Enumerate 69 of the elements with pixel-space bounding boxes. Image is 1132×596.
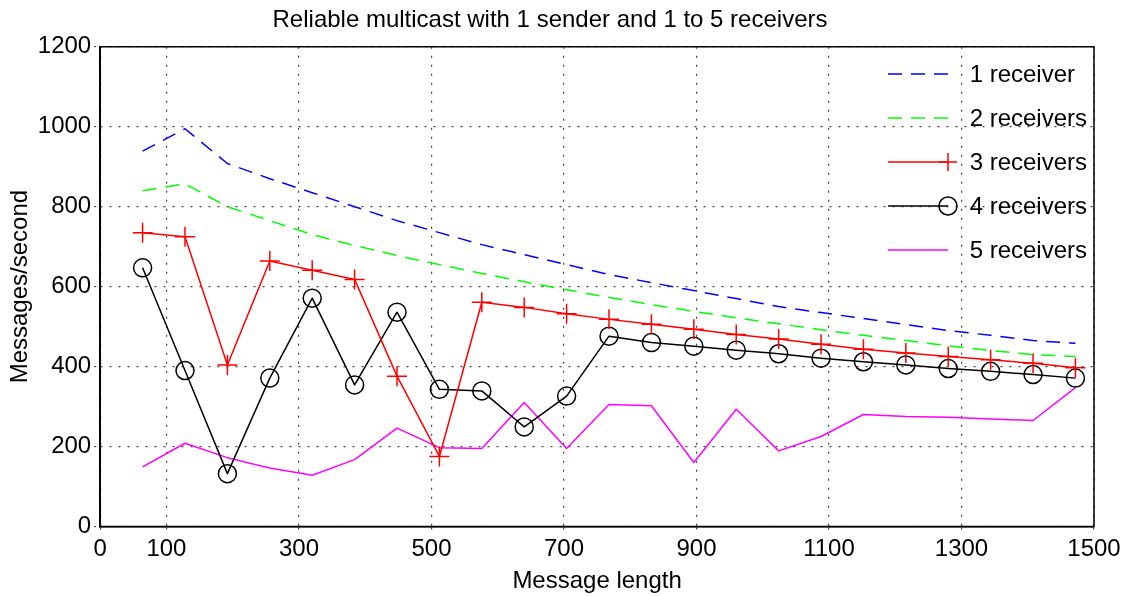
point [216,354,239,376]
point [555,303,578,325]
point [895,342,917,364]
point [811,348,831,368]
point [768,343,789,364]
point [556,386,577,406]
point [387,302,407,322]
y-tick-label: 200 [51,431,92,459]
y-tick-label: 1000 [37,111,92,139]
point [725,323,747,346]
point [1065,368,1086,388]
point [979,348,1002,371]
point [641,332,662,353]
point [472,381,492,401]
point [428,445,451,468]
y-tick-label: 600 [51,271,92,299]
point [852,338,875,361]
x-tick-label: 1300 [934,534,989,562]
point [386,365,408,387]
legend-label: 2 receivers [969,103,1087,132]
point [174,225,196,248]
point [471,291,493,313]
legend-label: 5 receivers [969,235,1087,264]
point [1023,364,1043,385]
point [937,345,959,368]
point [131,221,154,244]
point [429,379,450,400]
y-tick-label: 400 [51,351,92,379]
y-tick-label: 800 [51,191,92,219]
point [301,259,323,281]
point [684,336,704,356]
x-tick-label: 700 [543,534,584,562]
point [938,358,958,379]
point [513,296,535,319]
point [1064,356,1087,379]
point [853,351,874,372]
point [598,308,620,331]
point [640,313,663,335]
x-tick-label: 500 [411,534,452,562]
x-tick-label: 1100 [803,534,855,562]
point [175,360,195,381]
point [259,250,281,272]
x-tick-label: 300 [278,534,319,562]
point [767,328,790,350]
y-tick-label: 0 [77,511,92,539]
point [683,318,705,341]
legend-label: 3 receivers [969,147,1087,176]
x-axis-title: Message length [512,566,682,594]
point [896,355,916,375]
point [980,361,1001,382]
point [344,375,365,395]
point [514,417,534,437]
point [217,463,238,484]
point [343,268,366,291]
point [599,326,619,346]
chart-title: Reliable multicast with 1 sender and 1 to 5 receivers [272,5,828,33]
point [260,368,280,388]
legend-label: 4 receivers [969,191,1087,220]
x-tick-label: 1500 [1067,534,1121,562]
x-tick-label: 900 [676,534,717,562]
legend-label: 1 receiver [969,59,1075,88]
point [726,340,746,360]
point [810,333,832,355]
y-tick-label: 1200 [37,31,92,59]
x-tick-label: 100 [146,534,187,562]
point [1022,352,1044,375]
point [302,288,322,308]
y-axis-title: Messages/second [5,189,33,384]
point [132,258,153,278]
